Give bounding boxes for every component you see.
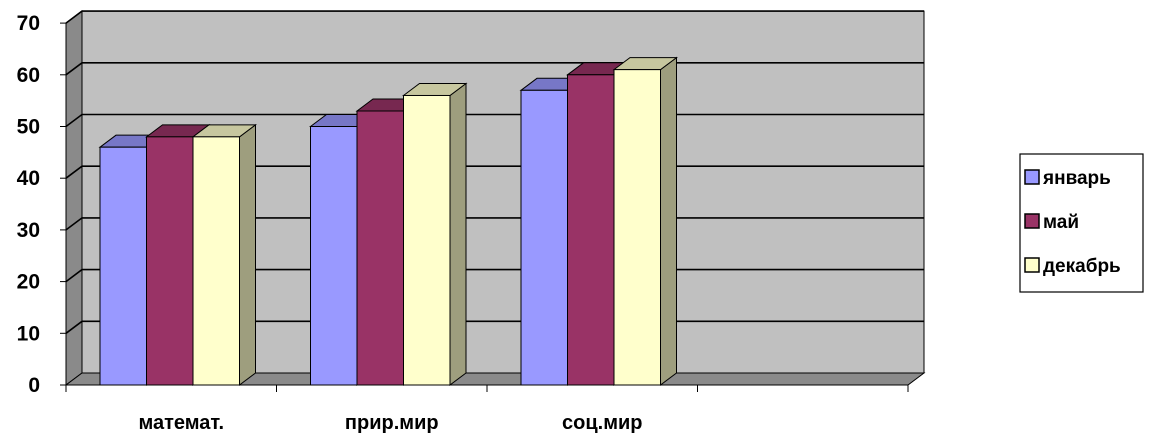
bar-front [614,70,661,385]
y-tick-label: 0 [28,374,40,397]
bar-front [568,75,615,385]
legend-label: декабрь [1043,256,1121,277]
y-tick-label: 10 [17,322,40,345]
legend-swatch [1025,214,1039,228]
bar [404,83,467,385]
bar-front [311,127,358,386]
bar-front [100,147,147,385]
y-axis: 0 10 20 30 40 50 60 70 [17,12,66,397]
bar-side [450,83,466,385]
bar-front [357,111,404,385]
y-tick-label: 70 [17,12,40,35]
bar-front [147,137,194,385]
side-wall [66,11,82,385]
bar-front [521,90,568,385]
y-tick-label: 20 [17,271,40,294]
y-tick-label: 40 [17,167,40,190]
x-tick-label: прир.мир [345,412,439,434]
bar [193,125,256,385]
x-axis: математ. прир.мир соц.мир [66,385,908,434]
legend-swatch [1025,170,1039,184]
y-tick-label: 50 [17,116,40,139]
legend-label: январь [1042,168,1111,189]
legend-swatch [1025,258,1039,272]
bar-side [240,125,256,385]
x-tick-label: соц.мир [562,412,643,434]
legend-label: май [1043,212,1079,233]
legend: январь май декабрь [1020,154,1143,292]
bar [614,58,677,385]
y-tick-label: 30 [17,219,40,242]
bar-front [404,95,451,385]
x-tick-label: математ. [138,412,224,434]
bar-front [193,137,240,385]
bar-side [661,58,677,385]
y-tick-label: 60 [17,64,40,87]
